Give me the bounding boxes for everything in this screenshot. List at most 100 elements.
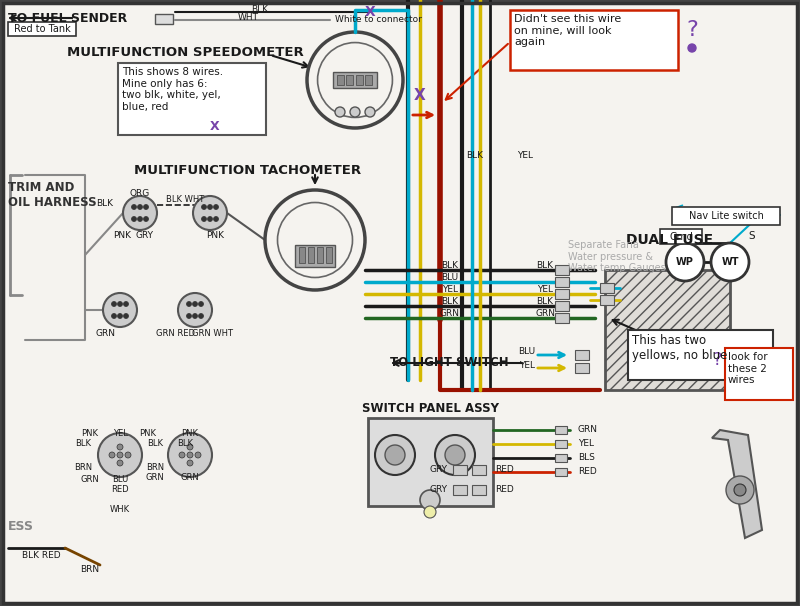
Circle shape — [178, 293, 212, 327]
Circle shape — [424, 506, 436, 518]
Text: GRN: GRN — [95, 328, 115, 338]
Bar — [600, 295, 614, 305]
Circle shape — [118, 302, 122, 307]
Circle shape — [103, 293, 137, 327]
Text: WHT: WHT — [238, 13, 258, 21]
Text: PNK: PNK — [113, 230, 131, 239]
Bar — [725, 348, 793, 400]
Bar — [337, 75, 344, 85]
Text: TO LIGHT SWITCH: TO LIGHT SWITCH — [390, 356, 509, 370]
Bar — [299, 247, 305, 263]
Circle shape — [688, 44, 696, 52]
Circle shape — [198, 313, 203, 319]
Circle shape — [117, 460, 123, 466]
Circle shape — [131, 216, 137, 222]
Text: GRN: GRN — [535, 310, 555, 319]
Text: BLK: BLK — [96, 199, 113, 207]
Circle shape — [734, 484, 746, 496]
Text: BLU: BLU — [112, 476, 128, 485]
Circle shape — [123, 196, 157, 230]
Circle shape — [214, 204, 218, 210]
Bar — [575, 350, 589, 360]
Text: BLK: BLK — [177, 439, 193, 447]
Text: GRN RED: GRN RED — [155, 328, 194, 338]
Bar — [308, 247, 314, 263]
Text: X: X — [210, 121, 220, 133]
Bar — [555, 301, 569, 311]
Text: BLK: BLK — [75, 439, 91, 447]
Text: GRN: GRN — [146, 473, 164, 482]
Circle shape — [420, 490, 440, 510]
Text: BLK RED: BLK RED — [22, 550, 61, 559]
Text: RED: RED — [111, 485, 129, 494]
Text: YEL: YEL — [442, 285, 458, 295]
Circle shape — [131, 204, 137, 210]
Text: TRIM AND
OIL HARNESS: TRIM AND OIL HARNESS — [8, 181, 97, 209]
Circle shape — [350, 107, 360, 117]
Circle shape — [207, 216, 213, 222]
Circle shape — [109, 452, 115, 458]
Bar — [368, 418, 493, 506]
Text: PNK: PNK — [82, 428, 98, 438]
Circle shape — [193, 196, 227, 230]
Circle shape — [118, 313, 122, 319]
Bar — [628, 330, 773, 380]
Bar — [555, 426, 567, 434]
Circle shape — [666, 243, 704, 281]
Circle shape — [435, 435, 475, 475]
Circle shape — [445, 445, 465, 465]
Circle shape — [143, 216, 149, 222]
Bar — [510, 10, 678, 70]
Circle shape — [187, 452, 193, 458]
Circle shape — [117, 452, 123, 458]
Text: YEL: YEL — [113, 428, 127, 438]
Circle shape — [179, 452, 185, 458]
Bar — [472, 465, 486, 475]
Text: BLK: BLK — [251, 4, 269, 13]
Bar — [365, 75, 372, 85]
Bar — [453, 485, 467, 495]
Text: BRN: BRN — [80, 565, 99, 574]
Text: MULTIFUNCTION TACHOMETER: MULTIFUNCTION TACHOMETER — [134, 164, 362, 176]
Bar — [346, 75, 353, 85]
Text: BLK: BLK — [442, 261, 458, 270]
Circle shape — [123, 302, 129, 307]
Bar — [118, 63, 266, 135]
Text: BLU: BLU — [518, 347, 535, 356]
Bar — [555, 265, 569, 275]
Bar — [672, 207, 780, 225]
Circle shape — [365, 107, 375, 117]
Circle shape — [711, 243, 749, 281]
Circle shape — [187, 460, 193, 466]
Text: ?: ? — [714, 351, 722, 369]
Text: BLK: BLK — [466, 150, 483, 159]
Text: This has two
yellows, no blue: This has two yellows, no blue — [632, 334, 727, 362]
Bar — [326, 247, 332, 263]
Text: TO FUEL SENDER: TO FUEL SENDER — [8, 12, 127, 24]
Text: Separate Faria
Water pressure &
Water temp Gauges: Separate Faria Water pressure & Water te… — [568, 240, 666, 273]
Text: Red to Tank: Red to Tank — [14, 24, 70, 34]
Text: ?: ? — [686, 20, 698, 40]
Circle shape — [726, 476, 754, 504]
Text: GRN: GRN — [181, 473, 199, 482]
Text: RED: RED — [495, 485, 514, 494]
Circle shape — [202, 204, 206, 210]
Bar — [660, 229, 702, 244]
Text: YEL: YEL — [517, 150, 533, 159]
Circle shape — [193, 313, 198, 319]
Text: RED: RED — [495, 465, 514, 474]
Text: GRN: GRN — [440, 310, 460, 319]
Text: BRN: BRN — [146, 464, 164, 473]
Text: PNK: PNK — [139, 428, 157, 438]
Bar — [472, 485, 486, 495]
Text: GRY: GRY — [430, 465, 448, 474]
Text: SWITCH PANEL ASSY: SWITCH PANEL ASSY — [362, 402, 498, 415]
Text: PNK: PNK — [206, 230, 224, 239]
Circle shape — [198, 302, 203, 307]
Bar — [333, 72, 377, 88]
Bar — [575, 363, 589, 373]
Text: BLK: BLK — [537, 261, 554, 270]
Circle shape — [186, 313, 191, 319]
Text: White to connector: White to connector — [335, 16, 422, 24]
Bar — [356, 75, 363, 85]
